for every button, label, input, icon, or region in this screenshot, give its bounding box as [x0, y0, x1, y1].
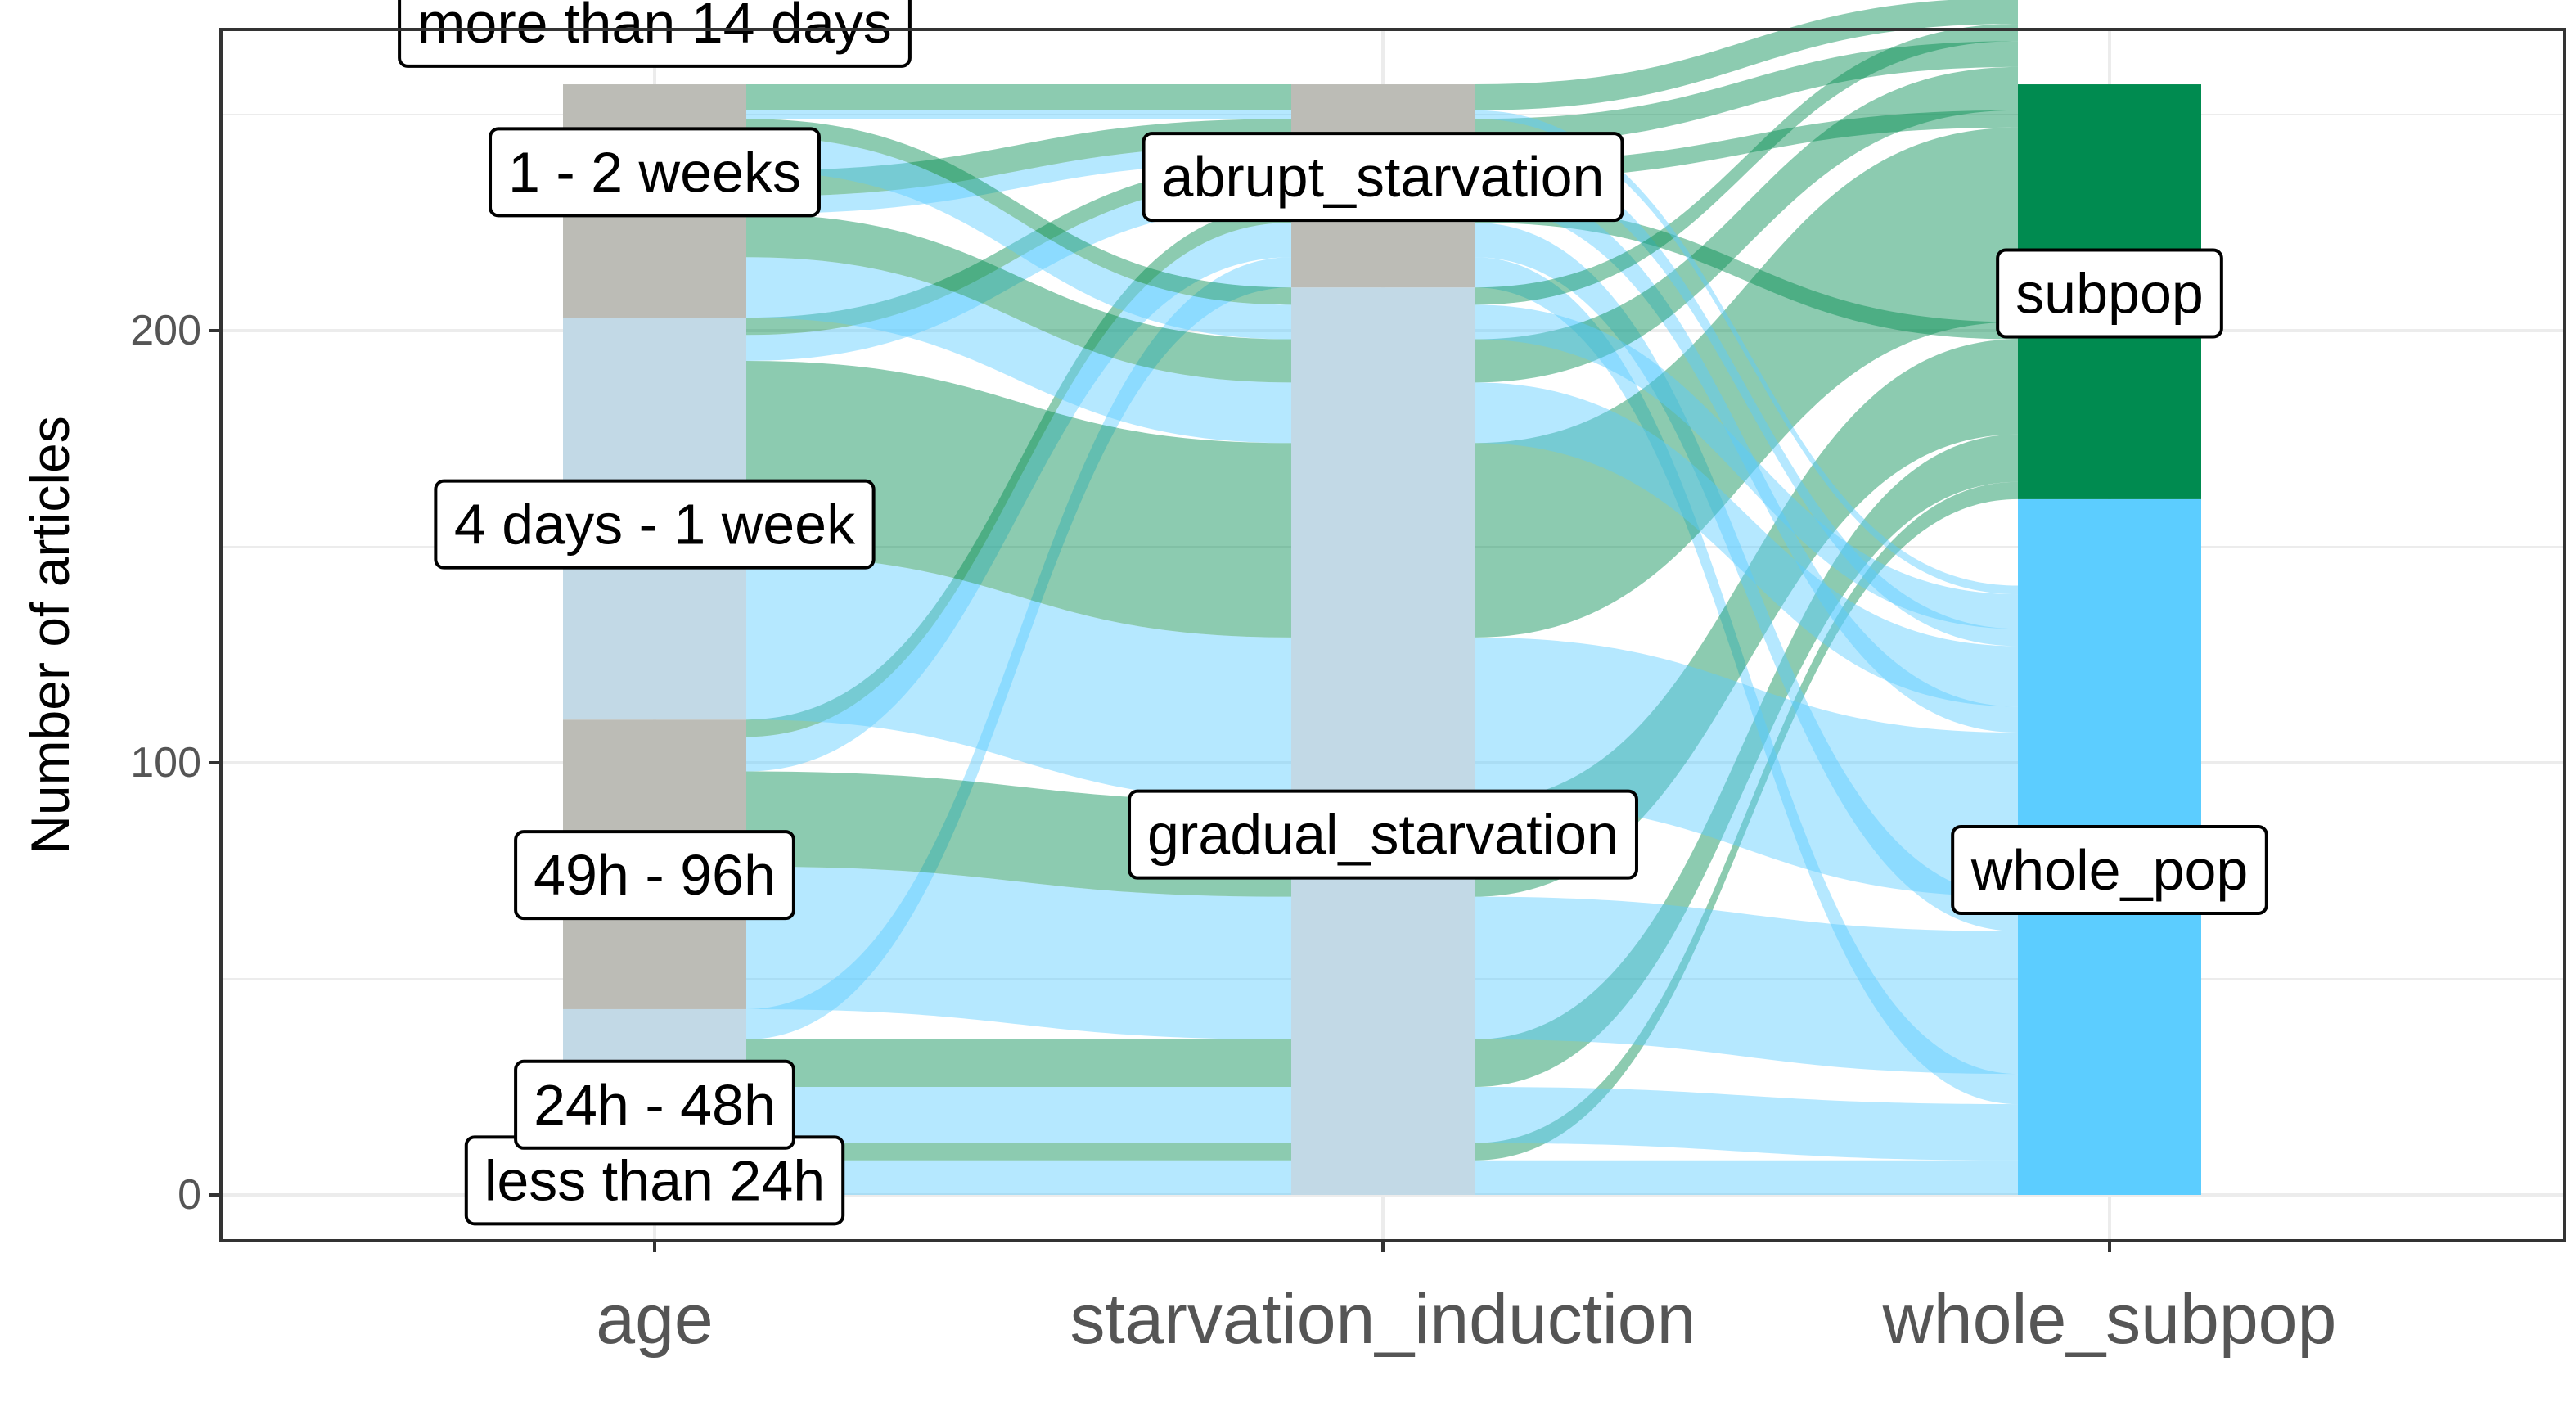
flow-1-2-weeks-abrupt-starvation-whole-pop-seg2	[1475, 144, 2018, 647]
stratum-label-box-subpop	[1996, 248, 2223, 339]
stratum-label-24h-48h: 24h - 48h	[514, 1059, 795, 1150]
flow-more-than-14-days-gradual-starvation-subpop-seg2	[1475, 24, 2018, 305]
stratum-label-box-more-than-14-days	[398, 0, 912, 68]
stratum-label-gradual-starvation: gradual_starvation	[1128, 789, 1638, 880]
y-axis: 0 100 200	[130, 307, 221, 1219]
flow-1-2-weeks-gradual-starvation-subpop-seg1	[746, 214, 1291, 383]
flow-1-2-weeks-gradual-starvation-whole-pop-seg1	[746, 257, 1291, 444]
flow-24h-48h-gradual-starvation-subpop-seg1	[746, 1039, 1291, 1087]
flow-1-2-weeks-gradual-starvation-whole-pop-seg2	[1475, 382, 2018, 707]
flow-more-than-14-days-abrupt-starvation-whole-pop-seg2	[1475, 110, 2018, 595]
stratum-label-text-24h-48h: 24h - 48h	[534, 1073, 776, 1137]
stratum-label-text-whole-pop: whole_pop	[1970, 838, 2249, 902]
stratum-label-subpop: subpop	[1996, 248, 2223, 339]
flow-49h-96h-gradual-starvation-whole-pop-seg1	[746, 866, 1291, 1039]
panel-border	[219, 28, 2566, 1242]
flow-4-days-1-week-abrupt-starvation-whole-pop-seg2	[1475, 179, 2018, 733]
flow-49h-96h-gradual-starvation-whole-pop-seg2	[1475, 896, 2018, 1075]
flow-more-than-14-days-abrupt-starvation-subpop-seg1	[746, 84, 1291, 110]
flow-24h-48h-gradual-starvation-whole-pop-seg1	[746, 1087, 1291, 1143]
stratum-label-text-more-than-14-days: more than 14 days	[417, 0, 892, 55]
stratum-starvation-induction-gradual-starvation	[1291, 287, 1475, 1196]
flow-1-2-weeks-abrupt-starvation-subpop-seg2	[1475, 41, 2018, 145]
flow-less-than-24h-gradual-starvation-subpop-seg1	[746, 1143, 1291, 1161]
y-tick-label-100: 100	[130, 739, 201, 787]
stratum-label-text-subpop: subpop	[2015, 261, 2204, 325]
stratum-label-box-1-2-weeks	[489, 127, 821, 218]
stratum-label-whole-pop: whole_pop	[1951, 824, 2268, 915]
stratum-label-box-whole-pop	[1951, 824, 2268, 915]
x-tick-label-age: age	[596, 1280, 714, 1359]
flow-less-than-24h-gradual-starvation-whole-pop-seg1	[746, 1160, 1291, 1195]
flow-4-days-1-week-abrupt-starvation-whole-pop-seg1	[746, 179, 1291, 361]
flow-less-than-24h-gradual-starvation-subpop-seg2	[1475, 481, 2018, 1161]
stratum-label-less-than-24h: less than 24h	[464, 1135, 845, 1226]
stratum-label-49h-96h: 49h - 96h	[514, 830, 795, 921]
flow-4-days-1-week-gradual-starvation-whole-pop-seg2	[1475, 637, 2018, 897]
flow-ribbons	[746, 0, 2018, 1195]
x-tick-label-whole-subpop: whole_subpop	[1882, 1280, 2337, 1359]
flow-more-than-14-days-abrupt-starvation-subpop-seg2	[1475, 0, 2018, 110]
y-tick-label-200: 200	[130, 307, 201, 354]
flow-24h-48h-abrupt-starvation-whole-pop-seg2	[1475, 257, 2018, 1105]
stratum-labels: less than 24h 24h - 48h 49h - 96h 4 days - …	[398, 0, 2268, 1226]
flow-49h-96h-abrupt-starvation-whole-pop-seg2	[1475, 223, 2018, 931]
stratum-label-box-4-days-1-week	[434, 479, 876, 570]
flow-4-days-1-week-gradual-starvation-subpop-seg2	[1475, 127, 2018, 638]
stratum-label-4-days-1-week: 4 days - 1 week	[434, 479, 876, 570]
stratum-label-text-1-2-weeks: 1 - 2 weeks	[508, 140, 801, 204]
flow-24h-48h-gradual-starvation-whole-pop-seg2	[1475, 1087, 2018, 1161]
flow-1-2-weeks-gradual-starvation-subpop-seg2	[1475, 66, 2018, 383]
flow-less-than-24h-gradual-starvation-whole-pop-seg2	[1475, 1160, 2018, 1195]
flow-more-than-14-days-gradual-starvation-whole-pop-seg1	[746, 136, 1291, 340]
flow-24h-48h-abrupt-starvation-whole-pop-seg1	[746, 257, 1291, 1039]
flow-49h-96h-gradual-starvation-subpop-seg2	[1475, 339, 2018, 897]
stratum-label-box-24h-48h	[514, 1059, 795, 1150]
x-axis: age starvation_induction whole_subpop	[596, 1241, 2336, 1359]
stratum-label-abrupt-starvation: abrupt_starvation	[1142, 132, 1624, 223]
flow-49h-96h-abrupt-starvation-whole-pop-seg1	[746, 223, 1291, 772]
x-tick-label-starvation-induction: starvation_induction	[1070, 1280, 1696, 1359]
y-axis-title: Number of articles	[20, 416, 80, 854]
flow-4-days-1-week-abrupt-starvation-subpop-seg1	[746, 162, 1291, 336]
flow-24h-48h-gradual-starvation-subpop-seg2	[1475, 434, 2018, 1087]
stratum-label-box-abrupt-starvation	[1142, 132, 1624, 223]
stratum-label-text-4-days-1-week: 4 days - 1 week	[454, 493, 856, 557]
stratum-label-more-than-14-days: more than 14 days	[398, 0, 912, 68]
stratum-label-1-2-weeks: 1 - 2 weeks	[489, 127, 821, 218]
stratum-label-box-49h-96h	[514, 830, 795, 921]
y-tick-label-0: 0	[178, 1171, 201, 1219]
stratum-label-text-less-than-24h: less than 24h	[484, 1148, 825, 1212]
flow-49h-96h-abrupt-starvation-subpop-seg1	[746, 205, 1291, 737]
flow-more-than-14-days-gradual-starvation-subpop-seg1	[746, 119, 1291, 305]
stratum-label-box-gradual-starvation	[1128, 789, 1638, 880]
flow-more-than-14-days-abrupt-starvation-whole-pop-seg1	[746, 110, 1291, 119]
flow-more-than-14-days-gradual-starvation-whole-pop-seg2	[1475, 304, 2018, 629]
flow-4-days-1-week-gradual-starvation-whole-pop-seg1	[746, 555, 1291, 802]
stratum-label-text-abrupt-starvation: abrupt_starvation	[1162, 145, 1605, 209]
flow-49h-96h-abrupt-starvation-subpop-seg2	[1475, 205, 2018, 340]
stratum-label-text-49h-96h: 49h - 96h	[534, 843, 776, 907]
flow-4-days-1-week-gradual-starvation-subpop-seg1	[746, 360, 1291, 638]
stratum-label-text-gradual-starvation: gradual_starvation	[1147, 803, 1619, 867]
